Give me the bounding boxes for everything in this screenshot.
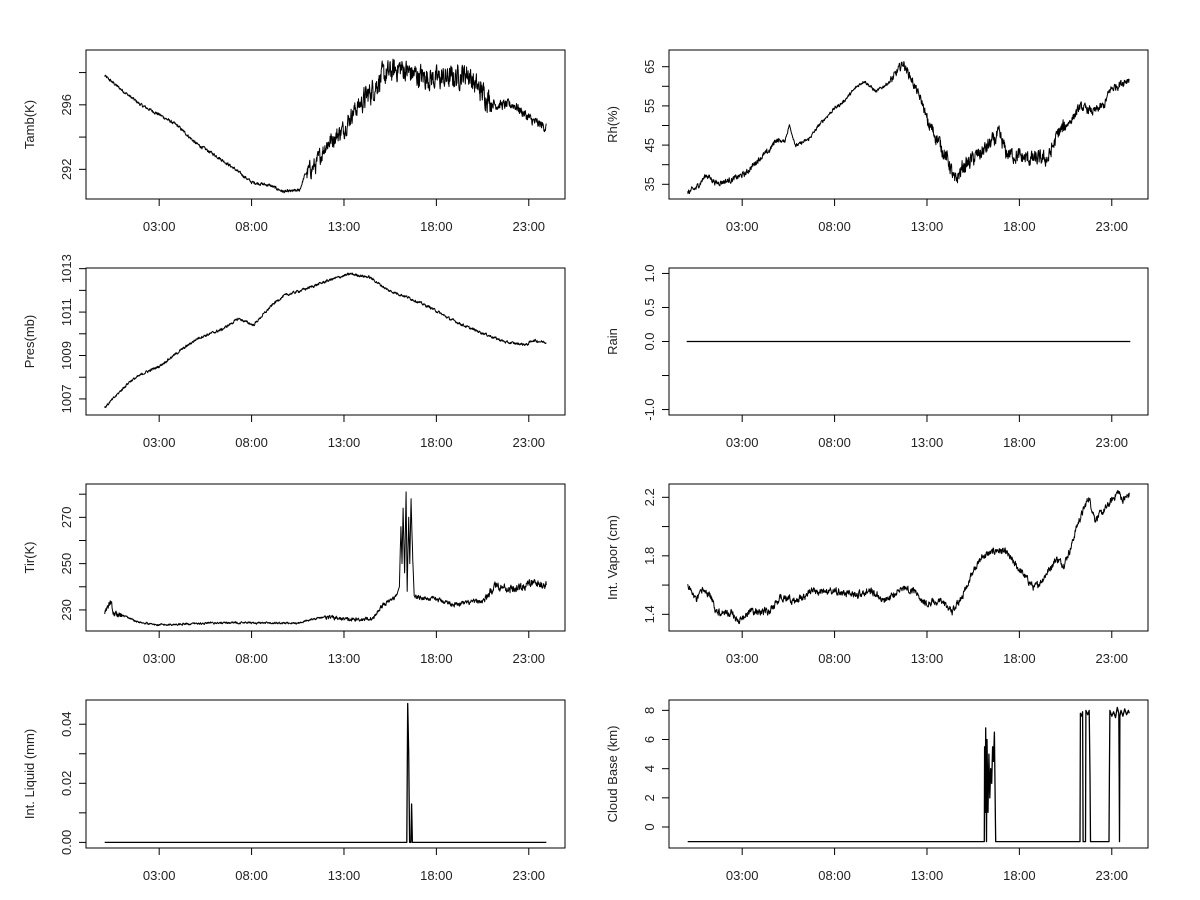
- x-tick-label: 03:00: [726, 219, 759, 234]
- y-axis-title: Rh(%): [605, 106, 620, 143]
- x-tick-label: 03:00: [726, 868, 759, 883]
- panel-pres: 03:00 08:00 13:00 18:00 23:00 1007 1009 1011 101…: [22, 254, 566, 450]
- y-tick-label: 0.02: [59, 771, 74, 796]
- y-tick-label: 296: [59, 94, 74, 116]
- plot-frame: [85, 267, 566, 416]
- x-tick-label: 18:00: [1003, 435, 1036, 450]
- x-tick-label: 18:00: [420, 219, 453, 234]
- y-tick-label: 0.00: [59, 830, 74, 855]
- pres-series-line: [104, 272, 547, 409]
- plot-frame: [85, 49, 566, 200]
- x-tick-label: 13:00: [911, 219, 944, 234]
- panel-cloud: 03:00 08:00 13:00 18:00 23:00 0 2 4 6 8 Cloud Base…: [605, 699, 1149, 883]
- x-tick-label: 08:00: [235, 868, 268, 883]
- cloud-series-line: [687, 706, 1130, 843]
- y-tick-label: 1.8: [642, 547, 657, 565]
- y-axis-title: Rain: [605, 328, 620, 355]
- y-tick-label: 1.0: [642, 264, 657, 282]
- plot-frame: [668, 483, 1149, 632]
- y-axis-title: Int. Liquid (mm): [22, 729, 37, 819]
- x-tick-label: 08:00: [235, 219, 268, 234]
- y-tick-label: 270: [59, 506, 74, 528]
- rh-series-line: [687, 61, 1130, 195]
- x-tick-label: 08:00: [818, 219, 851, 234]
- x-tick-label: 08:00: [818, 868, 851, 883]
- y-tick-label: -1.0: [642, 398, 657, 420]
- x-tick-label: 18:00: [1003, 868, 1036, 883]
- y-tick-label: 0.04: [59, 712, 74, 737]
- y-tick-label: 0.5: [642, 298, 657, 316]
- x-tick-label: 23:00: [1096, 868, 1129, 883]
- x-tick-label: 23:00: [513, 219, 546, 234]
- plot-frame: [85, 699, 566, 849]
- panel-tamb: 03:00 08:00 13:00 18:00 23:00 292 296 Tamb(K): [22, 49, 566, 234]
- x-tick-label: 13:00: [328, 219, 361, 234]
- x-tick-label: 03:00: [143, 435, 176, 450]
- y-tick-label: 1013: [59, 254, 74, 283]
- panel-tir: 03:00 08:00 13:00 18:00 23:00 230 250 270 Tir(K): [22, 483, 566, 666]
- x-tick-label: 13:00: [328, 435, 361, 450]
- y-axis-title: Pres(mb): [22, 315, 37, 368]
- x-tick-label: 23:00: [1096, 435, 1129, 450]
- x-tick-label: 13:00: [328, 651, 361, 666]
- liquid-series-line: [104, 702, 547, 844]
- y-tick-label: 1007: [59, 384, 74, 413]
- x-tick-label: 03:00: [143, 868, 176, 883]
- x-tick-label: 18:00: [1003, 219, 1036, 234]
- x-tick-label: 23:00: [513, 868, 546, 883]
- x-tick-label: 23:00: [1096, 219, 1129, 234]
- x-tick-label: 08:00: [818, 435, 851, 450]
- x-tick-label: 18:00: [420, 868, 453, 883]
- y-tick-label: 2.2: [642, 488, 657, 506]
- x-tick-label: 13:00: [911, 868, 944, 883]
- x-tick-label: 23:00: [513, 435, 546, 450]
- plot-frame: [668, 699, 1149, 849]
- tir-series-line: [104, 491, 547, 627]
- y-tick-label: 45: [642, 138, 657, 152]
- x-tick-label: 03:00: [143, 651, 176, 666]
- x-tick-label: 18:00: [420, 651, 453, 666]
- x-tick-label: 03:00: [143, 219, 176, 234]
- y-axis-title: Int. Vapor (cm): [605, 515, 620, 600]
- y-tick-label: 55: [642, 99, 657, 113]
- x-tick-label: 18:00: [1003, 651, 1036, 666]
- y-tick-label: 230: [59, 599, 74, 621]
- x-tick-label: 13:00: [911, 651, 944, 666]
- y-tick-label: 292: [59, 158, 74, 180]
- y-tick-label: 4: [642, 765, 657, 772]
- x-tick-label: 08:00: [818, 651, 851, 666]
- x-tick-label: 03:00: [726, 435, 759, 450]
- y-tick-label: 1011: [59, 298, 74, 326]
- y-tick-label: 0: [642, 823, 657, 830]
- y-tick-label: 6: [642, 736, 657, 743]
- y-tick-label: 0.0: [642, 332, 657, 350]
- vapor-series-line: [687, 490, 1130, 625]
- plot-frame: [85, 483, 566, 632]
- panel-rain: 03:00 08:00 13:00 18:00 23:00 -1.0 0.0 0.5 1.0 Ra…: [605, 264, 1149, 450]
- x-tick-label: 08:00: [235, 435, 268, 450]
- panel-vapor: 03:00 08:00 13:00 18:00 23:00 1.4 1.8 2.2 Int. V…: [605, 483, 1149, 666]
- y-axis-title: Tamb(K): [22, 100, 37, 149]
- x-tick-label: 03:00: [726, 651, 759, 666]
- y-tick-label: 1009: [59, 341, 74, 370]
- panel-liquid: 03:00 08:00 13:00 18:00 23:00 0.00 0.02 0.04 Int…: [22, 699, 566, 883]
- y-tick-label: 65: [642, 59, 657, 73]
- x-tick-label: 08:00: [235, 651, 268, 666]
- x-tick-label: 23:00: [513, 651, 546, 666]
- y-tick-label: 250: [59, 553, 74, 575]
- panel-rh: 03:00 08:00 13:00 18:00 23:00 35 45 55 65 Rh(%): [605, 49, 1149, 234]
- y-tick-label: 35: [642, 177, 657, 191]
- x-tick-label: 18:00: [420, 435, 453, 450]
- y-tick-label: 8: [642, 707, 657, 714]
- y-tick-label: 1.4: [642, 605, 657, 623]
- x-tick-label: 23:00: [1096, 651, 1129, 666]
- y-axis-title: Tir(K): [22, 541, 37, 573]
- x-tick-label: 13:00: [328, 868, 361, 883]
- y-axis-title: Cloud Base (km): [605, 726, 620, 823]
- y-tick-label: 2: [642, 794, 657, 801]
- x-tick-label: 13:00: [911, 435, 944, 450]
- tamb-series-line: [104, 58, 547, 194]
- plot-frame: [668, 49, 1149, 200]
